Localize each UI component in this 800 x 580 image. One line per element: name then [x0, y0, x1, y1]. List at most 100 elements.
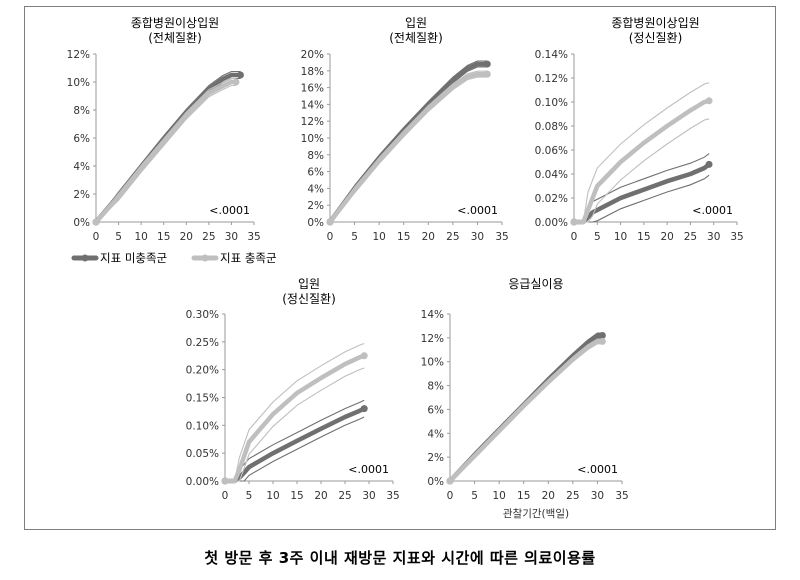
y-tick-label: 0%	[427, 476, 444, 488]
x-tick-label: 30	[225, 231, 238, 243]
y-tick-label: 0.00%	[535, 217, 568, 229]
series-unmet-ci-lower	[329, 66, 488, 223]
x-tick-label: 35	[495, 231, 508, 243]
x-tick-label: 15	[637, 231, 650, 243]
chart-title-line: 입원	[298, 277, 320, 291]
x-tick-label: 5	[594, 231, 601, 243]
y-tick-label: 0.02%	[535, 193, 568, 205]
x-axis-title: 관찰기간(백일)	[503, 507, 569, 520]
y-tick-label: 8%	[427, 381, 444, 393]
series-met-ci-lower	[574, 118, 710, 223]
chart-panel-2: 입원(전체질환) 0% 2% 4% 6% 8% 10% 12% 14% 16% 18% 20% 0 5 10…	[301, 16, 509, 243]
chart-title-line: 응급실이용	[508, 277, 563, 291]
x-tick-label: 10	[614, 231, 627, 243]
y-tick-label: 10%	[301, 133, 324, 145]
series-met-start-point	[570, 218, 578, 226]
series-met-start-point	[221, 477, 229, 485]
chart-panel-5: 응급실이용 0% 2% 4% 6% 8% 10% 12% 14% 0 5 10 15 20 25 30 35 <.…	[421, 277, 629, 520]
p-value-label: <.0001	[348, 463, 389, 476]
series-met-line	[93, 79, 239, 225]
x-tick-label: 15	[290, 490, 303, 502]
series-met-start-point	[446, 477, 454, 485]
series-met-ci-upper	[329, 70, 488, 223]
y-tick-label: 0.08%	[535, 121, 568, 133]
y-tick-label: 12%	[67, 49, 90, 61]
x-tick-label: 0	[93, 231, 100, 243]
x-tick-label: 5	[115, 231, 122, 243]
x-tick-label: 10	[372, 231, 385, 243]
x-tick-label: 20	[422, 231, 435, 243]
x-tick-label: 30	[591, 490, 604, 502]
figure-frame	[24, 6, 776, 530]
legend-label-met: 지표 충족군	[220, 251, 277, 265]
series-met-ci-upper	[574, 82, 710, 223]
y-tick-label: 16%	[301, 83, 324, 95]
chart-title-line: (정신질환)	[282, 292, 336, 306]
x-tick-label: 5	[246, 490, 253, 502]
y-tick-label: 6%	[427, 404, 444, 416]
series-unmet-end-point	[598, 331, 606, 339]
x-tick-label: 25	[684, 231, 697, 243]
series-unmet-ci-upper	[329, 60, 488, 223]
x-tick-label: 0	[447, 490, 454, 502]
y-tick-label: 0.06%	[535, 145, 568, 157]
x-tick-label: 20	[314, 490, 327, 502]
chart-title-line: 종합병원이상입원	[131, 16, 219, 30]
p-value-label: <.0001	[457, 204, 498, 217]
chart-panel-1: 종합병원이상입원(전체질환) 0% 2% 4% 6% 8% 10% 12% 0 5 10 15 20 25…	[67, 16, 261, 243]
y-tick-label: 4%	[427, 428, 444, 440]
y-tick-label: 14%	[421, 309, 444, 321]
series-met-start-point	[326, 218, 334, 226]
chart-title-line: (전체질환)	[389, 31, 443, 45]
series-met-ci-lower	[225, 367, 365, 482]
x-tick-label: 25	[566, 490, 579, 502]
y-tick-label: 2%	[307, 200, 324, 212]
x-tick-label: 25	[202, 231, 215, 243]
x-tick-label: 15	[157, 231, 170, 243]
x-tick-label: 5	[471, 490, 478, 502]
y-tick-label: 4%	[73, 161, 90, 173]
y-tick-label: 0.15%	[186, 393, 219, 405]
series-met-start-point	[92, 218, 100, 226]
x-tick-label: 10	[492, 490, 505, 502]
y-tick-label: 0.04%	[535, 169, 568, 181]
y-tick-label: 12%	[301, 116, 324, 128]
x-tick-label: 35	[615, 490, 628, 502]
series-met-end-point	[360, 352, 368, 360]
y-tick-label: 12%	[421, 333, 444, 345]
y-tick-label: 0.05%	[186, 448, 219, 460]
x-tick-label: 35	[730, 231, 743, 243]
y-tick-label: 0.20%	[186, 365, 219, 377]
series-met-end-point	[705, 97, 713, 105]
y-tick-label: 10%	[67, 77, 90, 89]
series-unmet-line	[327, 61, 490, 225]
figure-caption: 첫 방문 후 3주 이내 재방문 지표와 시간에 따른 의료이용률	[204, 549, 596, 567]
series-unmet-end-point	[360, 405, 368, 413]
series-met-end-point	[598, 337, 606, 345]
chart-panel-4: 입원(정신질환) 0.00% 0.05% 0.10% 0.15% 0.20% 0.25% 0.…	[186, 277, 400, 502]
series-met-line	[222, 353, 367, 484]
y-tick-label: 8%	[73, 105, 90, 117]
series-met-line	[571, 98, 712, 225]
y-tick-label: 0.25%	[186, 337, 219, 349]
x-tick-label: 10	[266, 490, 279, 502]
x-tick-label: 30	[362, 490, 375, 502]
y-tick-label: 0%	[307, 217, 324, 229]
x-tick-label: 35	[247, 231, 260, 243]
y-tick-label: 2%	[427, 452, 444, 464]
p-value-label: <.0001	[577, 463, 618, 476]
charts-canvas: 지표 미충족군 지표 충족군 종합병원이상입원(전체질환)0%2%4%6%8%1…	[67, 16, 744, 520]
y-tick-label: 0.00%	[186, 476, 219, 488]
x-tick-label: 20	[542, 490, 555, 502]
y-tick-label: 18%	[301, 66, 324, 78]
x-tick-label: 35	[386, 490, 399, 502]
y-tick-label: 0.30%	[186, 309, 219, 321]
x-tick-label: 10	[134, 231, 147, 243]
x-tick-label: 25	[338, 490, 351, 502]
series-met-line	[447, 339, 605, 484]
x-tick-label: 5	[351, 231, 358, 243]
chart-title-line: 입원	[405, 16, 427, 30]
legend-marker-unmet	[81, 254, 89, 262]
chart-title-line: 종합병원이상입원	[611, 16, 699, 30]
chart-title-line: (정신질환)	[629, 31, 683, 45]
